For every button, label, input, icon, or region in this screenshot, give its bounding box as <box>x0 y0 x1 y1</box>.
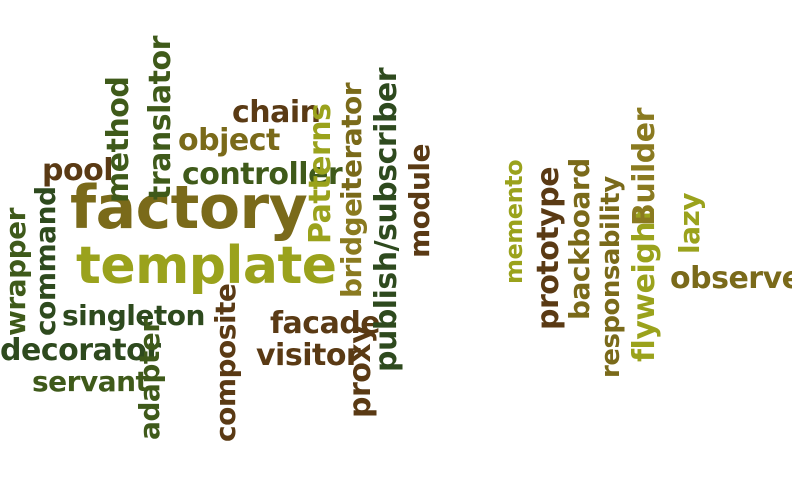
word-proxy: proxy <box>343 324 378 418</box>
word-lazy: lazy <box>673 192 706 254</box>
word-command: command <box>29 186 62 336</box>
word-wrapper: wrapper <box>0 208 32 336</box>
word-chain: chain <box>232 95 321 130</box>
word-method: method <box>101 76 136 203</box>
word-template: template <box>76 236 337 296</box>
word-factory: factory <box>70 173 308 243</box>
word-patterns: Patterns <box>303 103 338 244</box>
word-translator: translator <box>143 36 178 200</box>
word-composite: composite <box>209 283 242 442</box>
word-decorator: decorator <box>0 333 161 368</box>
word-pool: pool <box>42 153 113 188</box>
word-prototype: prototype <box>531 166 566 330</box>
word-flyweight: flyweight <box>627 208 662 362</box>
word-object: object <box>178 123 280 158</box>
word-facade: facade <box>270 306 381 341</box>
word-observer: observer <box>670 261 792 296</box>
word-singleton: singleton <box>62 299 205 332</box>
word-iterator: iterator <box>335 82 368 200</box>
word-bridge: bridge <box>335 198 368 298</box>
word-memento: memento <box>500 159 528 284</box>
word-visitor: visitor <box>256 338 361 373</box>
word-builder: Builder <box>627 108 662 226</box>
word-backboard: backboard <box>563 158 596 320</box>
word-servant: servant <box>32 365 149 398</box>
word-responsability: responsability <box>596 176 626 378</box>
word-module: module <box>403 144 436 258</box>
word-adapter: adapter <box>133 319 166 440</box>
word-controller: controller <box>182 157 343 192</box>
